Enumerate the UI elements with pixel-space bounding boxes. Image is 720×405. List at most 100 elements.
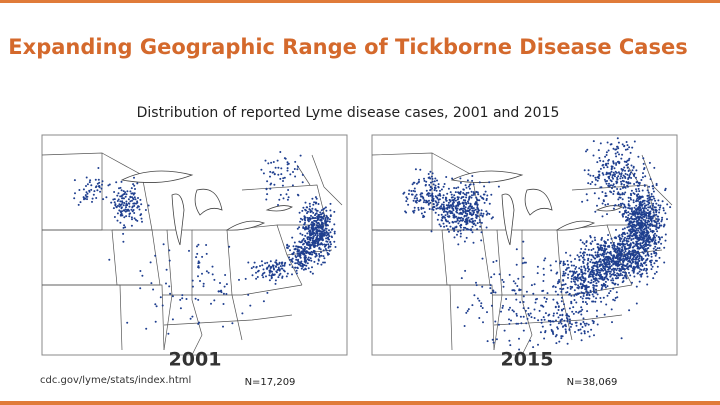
case-dot xyxy=(469,202,472,205)
case-dot xyxy=(579,239,582,242)
case-dot xyxy=(638,255,641,258)
case-dot xyxy=(317,226,320,229)
case-dot xyxy=(181,297,184,300)
case-dot xyxy=(637,263,640,265)
case-dot xyxy=(431,208,434,211)
case-dot xyxy=(522,257,525,260)
case-dot xyxy=(636,244,638,247)
case-dot xyxy=(624,274,627,276)
case-dot xyxy=(308,259,311,262)
lake xyxy=(225,220,266,231)
case-dot xyxy=(569,285,572,288)
case-dot xyxy=(291,266,294,269)
case-dot xyxy=(645,245,647,247)
case-dot xyxy=(587,257,590,260)
case-dot xyxy=(324,217,327,220)
case-dot xyxy=(116,212,119,215)
case-dot xyxy=(260,260,263,263)
case-dot xyxy=(425,200,428,203)
case-dot xyxy=(479,214,482,217)
case-dot xyxy=(572,278,575,281)
case-dot xyxy=(312,228,315,231)
case-dot xyxy=(580,247,583,250)
case-dot xyxy=(650,255,653,258)
case-dot xyxy=(89,179,92,182)
case-dot xyxy=(255,266,258,269)
case-dot xyxy=(299,220,302,223)
case-dot xyxy=(304,261,307,264)
case-dot xyxy=(466,228,469,231)
case-dot xyxy=(616,188,619,190)
case-dot xyxy=(654,245,657,248)
case-dot xyxy=(612,257,615,259)
case-dot xyxy=(629,234,632,237)
case-dot xyxy=(488,202,491,205)
case-dot xyxy=(640,275,643,278)
case-dot xyxy=(283,264,286,267)
case-dot xyxy=(545,298,548,300)
case-dot xyxy=(666,218,668,221)
case-dot xyxy=(333,230,336,233)
case-dot xyxy=(473,192,476,195)
case-dot xyxy=(651,230,654,232)
case-dot xyxy=(613,271,616,274)
case-dot xyxy=(629,274,632,277)
case-dot xyxy=(643,199,646,202)
case-dot xyxy=(655,259,658,262)
case-dot xyxy=(413,187,416,190)
case-dot xyxy=(313,224,315,227)
case-dot xyxy=(570,323,573,326)
case-dot xyxy=(124,210,127,213)
case-dot xyxy=(413,197,416,200)
case-dot xyxy=(456,211,459,214)
case-dot xyxy=(608,177,611,180)
case-dot xyxy=(443,225,446,228)
case-dot xyxy=(610,180,613,183)
case-dot xyxy=(316,234,319,237)
case-dot xyxy=(217,290,220,293)
case-dot xyxy=(307,251,309,254)
case-dot xyxy=(430,175,433,178)
case-dot xyxy=(326,240,329,243)
case-dot xyxy=(476,207,479,210)
case-dot xyxy=(502,285,505,288)
case-dot xyxy=(473,222,476,225)
case-dot xyxy=(645,211,648,214)
case-dot xyxy=(579,282,582,285)
case-dot xyxy=(603,313,606,316)
case-dot xyxy=(619,196,622,199)
case-dot xyxy=(581,241,584,244)
case-dot xyxy=(213,299,216,302)
case-dot xyxy=(434,177,437,180)
case-dot xyxy=(288,263,291,266)
case-dot xyxy=(560,290,563,293)
case-dot xyxy=(586,303,588,305)
case-dot xyxy=(609,143,612,146)
case-dot xyxy=(296,248,299,251)
case-dot xyxy=(628,146,631,149)
case-dot xyxy=(438,223,441,226)
case-dot xyxy=(140,203,143,206)
case-dot xyxy=(464,226,467,229)
case-dot xyxy=(301,265,304,268)
case-dot xyxy=(660,242,663,245)
case-dot xyxy=(311,221,314,224)
case-dot xyxy=(627,200,630,203)
case-dot xyxy=(454,226,457,229)
case-dot xyxy=(435,204,438,207)
case-dot xyxy=(570,264,573,267)
case-dot xyxy=(93,190,96,193)
case-dot xyxy=(309,253,312,256)
case-dot xyxy=(451,212,454,215)
case-dot xyxy=(451,207,454,210)
case-dot xyxy=(666,203,669,206)
case-dot xyxy=(626,173,629,176)
case-dot xyxy=(118,187,120,190)
case-dot xyxy=(587,265,590,268)
case-dot xyxy=(630,189,633,192)
case-dot xyxy=(311,237,314,240)
case-dot xyxy=(586,291,589,294)
case-dot xyxy=(574,276,577,279)
case-dot xyxy=(133,184,136,187)
case-dot xyxy=(595,284,598,287)
